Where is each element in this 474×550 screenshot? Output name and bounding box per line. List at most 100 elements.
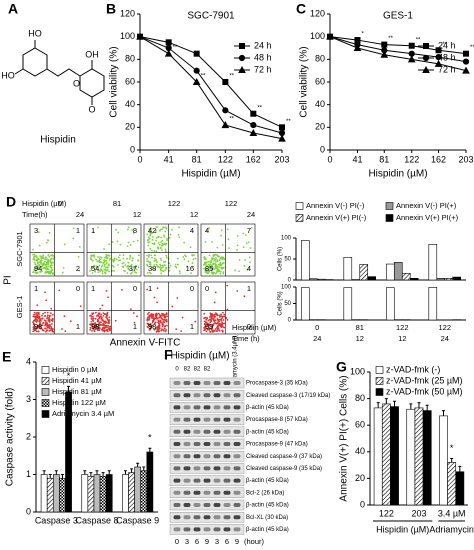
event-dot: [131, 257, 134, 260]
event-dot: [89, 328, 92, 331]
event-dot: [46, 316, 49, 318]
event-dot: [33, 325, 36, 328]
quadrant-value: 1: [190, 322, 194, 331]
event-dot: [147, 241, 150, 244]
event-dot: [222, 266, 225, 269]
band: [213, 393, 221, 398]
lane-time: 6: [195, 537, 199, 546]
band: [203, 490, 211, 495]
event-dot: [127, 264, 130, 267]
event-dot: [32, 253, 34, 256]
event-dot: [50, 269, 53, 272]
event-dot: [50, 257, 53, 260]
event-dot: [157, 242, 160, 244]
event-dot: [168, 269, 171, 272]
y-tick-label: 120: [120, 8, 135, 18]
y-tick-label: 100: [281, 236, 292, 242]
event-dot: [161, 228, 164, 231]
band: [203, 393, 211, 398]
event-dot: [164, 230, 167, 233]
event-dot: [165, 266, 168, 269]
event-dot: [154, 321, 157, 324]
bar: [146, 451, 154, 513]
band: [193, 478, 201, 483]
bar: [122, 474, 129, 513]
event-dot: [101, 304, 104, 307]
event-dot: [111, 264, 114, 267]
event-dot: [89, 323, 92, 326]
event-dot: [109, 325, 112, 328]
event-dot: [94, 317, 97, 320]
error-bar: [442, 410, 445, 416]
bar: [428, 244, 438, 281]
y-tick-label: 60: [125, 76, 135, 86]
band: [203, 454, 211, 459]
event-dot: [243, 295, 246, 298]
marker: [279, 124, 285, 131]
band: [233, 442, 241, 446]
annotation: **: [257, 105, 262, 111]
event-dot: [156, 287, 159, 290]
event-dot: [103, 256, 106, 259]
band: [213, 417, 221, 422]
bar: [447, 462, 457, 506]
band: [183, 478, 191, 483]
event-dot: [126, 265, 129, 268]
event-dot: [207, 260, 210, 263]
event-dot: [219, 264, 222, 266]
event-dot: [176, 297, 179, 299]
event-dot: [98, 329, 101, 332]
error-bar: [376, 402, 380, 408]
event-dot: [218, 320, 221, 323]
event-dot: [151, 242, 154, 245]
event-dot: [154, 268, 157, 271]
annotation: **: [388, 36, 393, 42]
event-dot: [214, 319, 217, 322]
quadrant-value: 1: [133, 322, 137, 331]
band: [203, 478, 211, 483]
event-dot: [41, 314, 43, 317]
event-dot: [150, 254, 152, 257]
event-dot: [114, 319, 117, 322]
event-dot: [93, 322, 96, 325]
header-value: 24: [76, 210, 84, 219]
event-dot: [221, 256, 223, 258]
event-dot: [171, 228, 173, 231]
event-dot: [216, 322, 219, 325]
event-dot: [105, 269, 108, 272]
event-dot: [220, 319, 223, 322]
y-tick-label: 0: [360, 499, 365, 509]
event-dot: [163, 261, 165, 263]
event-dot: [33, 319, 36, 322]
event-dot: [98, 260, 101, 263]
event-dot: [210, 320, 213, 323]
event-dot: [32, 271, 35, 273]
y-tick-label: 0: [288, 318, 292, 324]
marker: [422, 54, 430, 62]
legend-swatch: [41, 410, 50, 418]
event-dot: [42, 329, 45, 332]
event-dot: [207, 319, 210, 322]
event-dot: [117, 231, 120, 234]
error-bar: [123, 470, 127, 475]
event-dot: [205, 230, 208, 233]
band: [213, 503, 221, 507]
quadrant-value: 54: [91, 264, 99, 273]
legend-swatch: [41, 388, 50, 396]
event-dot: [38, 258, 40, 261]
event-dot: [149, 263, 152, 266]
event-dot: [129, 254, 132, 257]
event-dot: [128, 257, 131, 260]
event-dot: [95, 315, 98, 317]
event-dot: [111, 259, 114, 262]
bar: [134, 466, 142, 513]
event-dot: [162, 266, 164, 268]
event-dot: [44, 327, 46, 330]
event-dot: [246, 269, 249, 271]
bar: [301, 240, 310, 281]
event-dot: [135, 272, 138, 274]
quadrant-value: 38: [148, 264, 156, 273]
event-dot: [203, 263, 206, 266]
marker: [238, 65, 246, 73]
event-dot: [91, 324, 94, 327]
